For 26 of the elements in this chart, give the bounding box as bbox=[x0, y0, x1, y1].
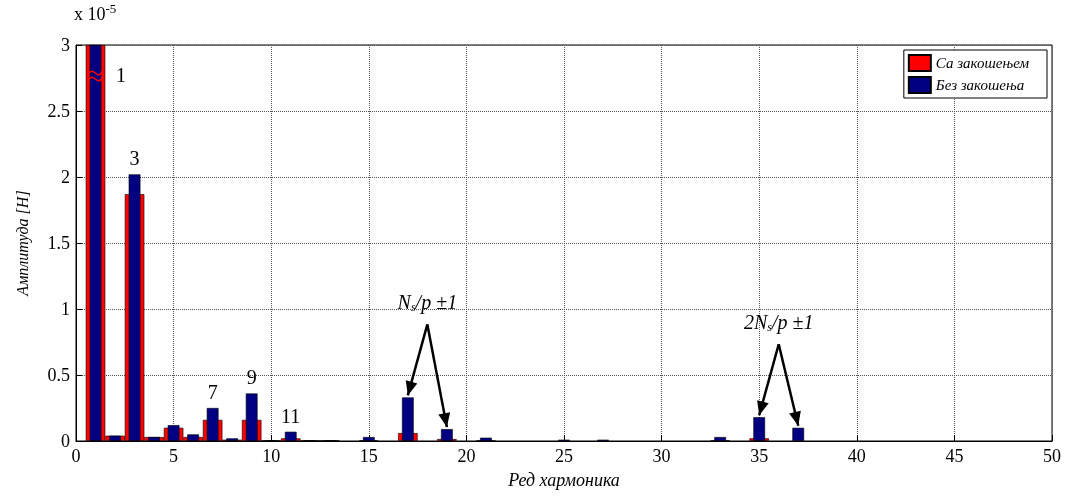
legend-label: Са закошењем bbox=[935, 55, 1030, 71]
x-tick-label: 10 bbox=[262, 446, 281, 466]
x-tick-label: 25 bbox=[555, 446, 573, 466]
y-tick-label: 2 bbox=[61, 167, 70, 187]
annotation: 1 bbox=[115, 64, 126, 86]
annotation: 11 bbox=[281, 404, 301, 427]
y-tick-label: 3 bbox=[61, 35, 70, 55]
x-tick-label: 20 bbox=[457, 446, 476, 466]
annotation: 3 bbox=[129, 147, 140, 170]
x-tick-label: 35 bbox=[750, 446, 769, 466]
x-tick-label: 30 bbox=[652, 446, 671, 466]
annotation: 7 bbox=[207, 381, 218, 403]
y-tick-label: 1 bbox=[61, 299, 70, 319]
y-tick-label: 0.5 bbox=[47, 365, 70, 385]
y-tick-label: 1.5 bbox=[47, 233, 70, 253]
x-tick-label: 5 bbox=[169, 446, 179, 466]
x-tick-label: 15 bbox=[359, 446, 378, 466]
y-axis-title: Амплитуда [H] bbox=[13, 190, 32, 297]
legend-label: Без закошења bbox=[934, 77, 1025, 93]
x-tick-label: 50 bbox=[1043, 446, 1061, 466]
x-tick-label: 40 bbox=[847, 446, 866, 466]
annotation: 9 bbox=[246, 366, 257, 389]
x-tick-label: 45 bbox=[945, 446, 964, 466]
y-tick-label: 0 bbox=[61, 431, 70, 451]
x-axis-title: Ред хармоника bbox=[507, 470, 620, 490]
y-tick-label: 2.5 bbox=[47, 101, 70, 121]
